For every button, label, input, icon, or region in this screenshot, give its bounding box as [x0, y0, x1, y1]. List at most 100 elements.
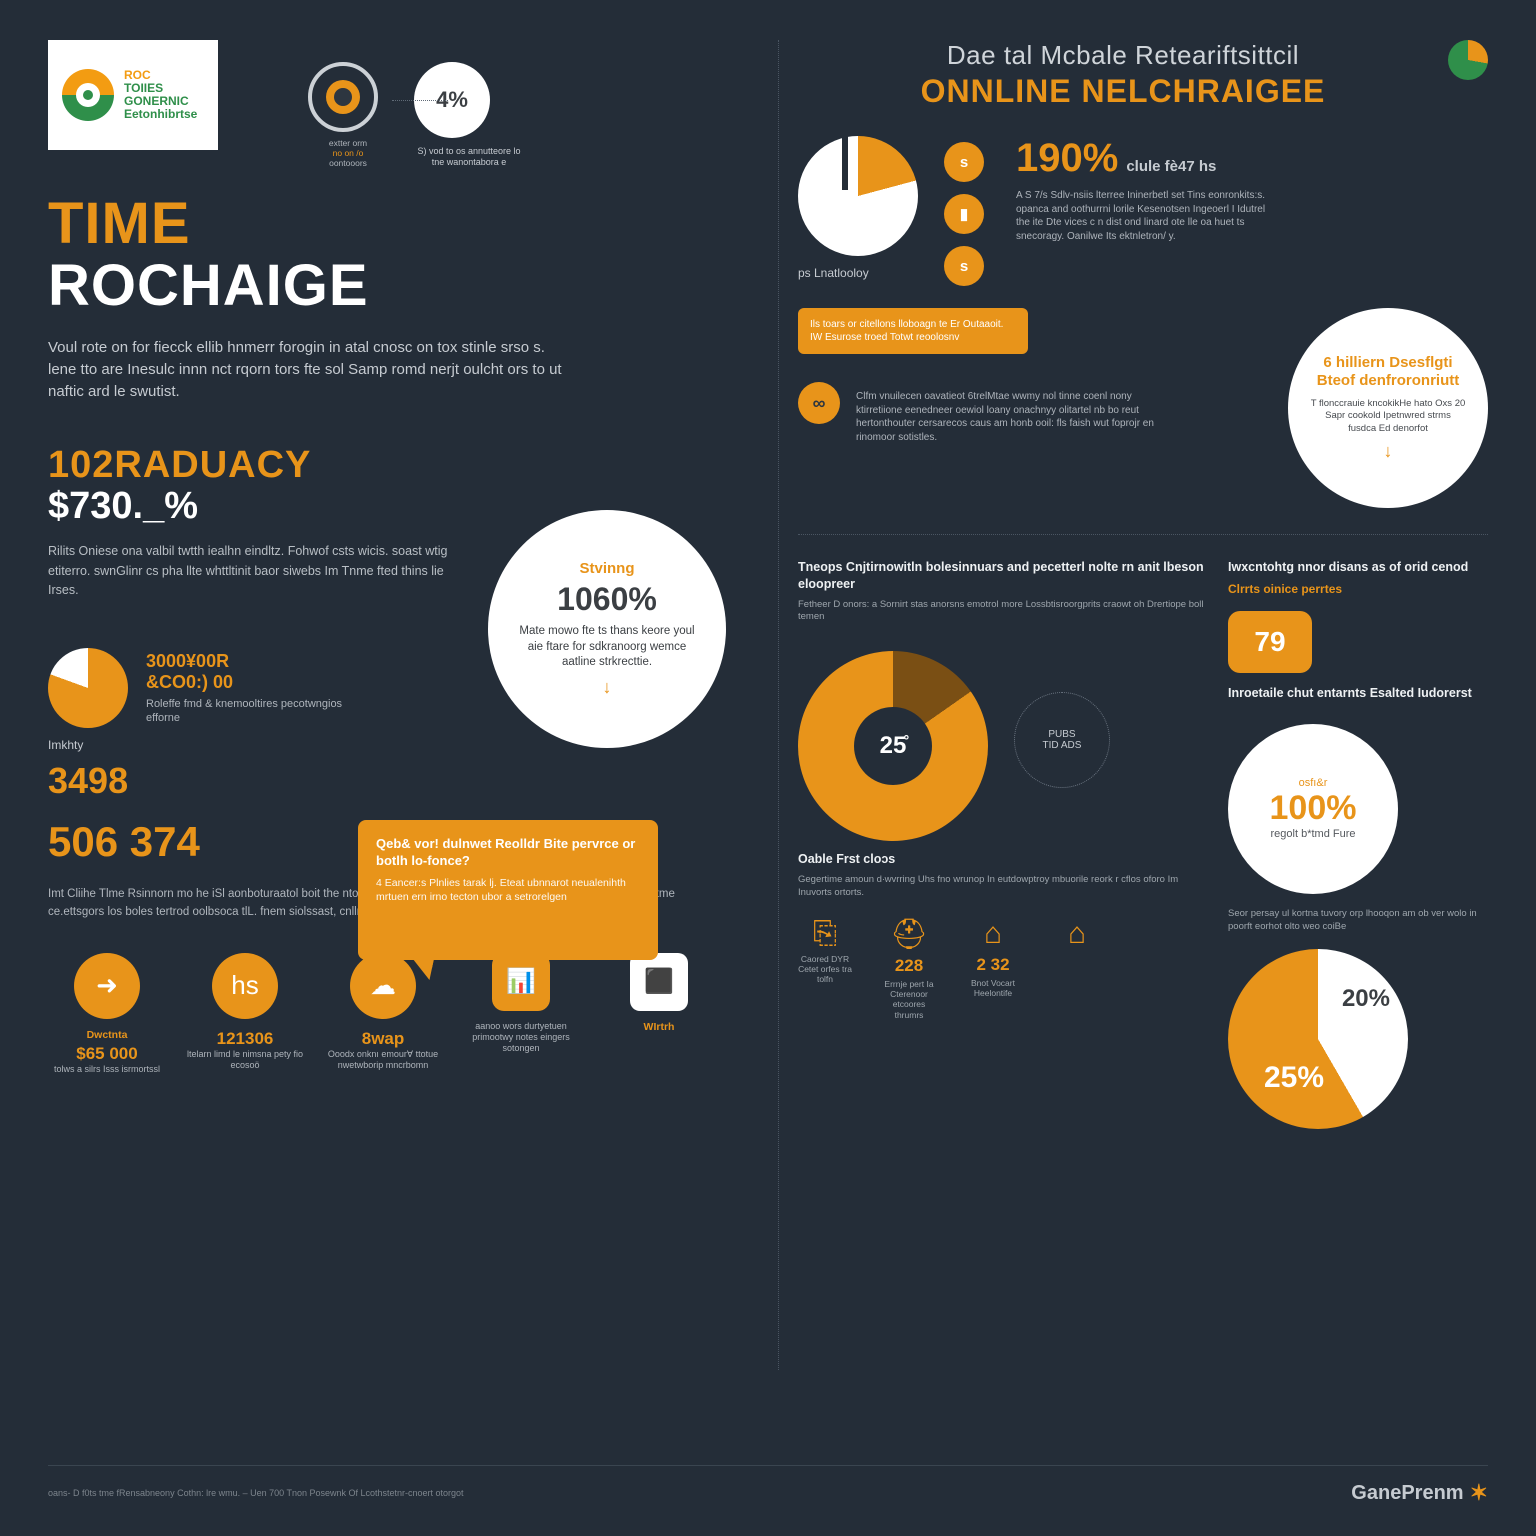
- dot-2: ▮: [944, 194, 984, 234]
- half-pie-chart: 20% 25%: [1228, 949, 1408, 1129]
- r-icon-3: ⌂ 2 32 Bnot Vocart Heelontife: [966, 917, 1020, 1020]
- speech-bubble: Qeb& vor! dulnwet Reolldr Bite pervrce o…: [358, 820, 658, 960]
- donut-chart-icon: 25̊: [798, 651, 988, 841]
- stat-3498: 3498: [48, 760, 718, 802]
- page-footer: oans- D f0ts tme fRensabneony Cothn: lre…: [48, 1465, 1488, 1506]
- column-divider: [778, 40, 779, 1370]
- card100-sub: regolt b*tmd Fure: [1271, 828, 1356, 841]
- header-stat-circles: extter orm no on /o oontooors 4% S) vod …: [308, 62, 524, 169]
- right-upper-heading: Iwxcntohtg nnor disans as of orid cenod: [1228, 559, 1488, 576]
- badge-79-caption: Inroetaile chut entarnts Esalted Iudorer…: [1228, 685, 1488, 702]
- house-icon: ⌂: [966, 917, 1020, 951]
- dotted-connector: [392, 100, 448, 101]
- big-stat-circle: Stvinng 1060% Mate mowo fte ts thans keo…: [488, 510, 726, 748]
- stat-190-para: A S 7/s Sdlv-nsiis lterree Ininerbetl se…: [1016, 189, 1276, 243]
- ring-caption: extter orm no on /o oontooors: [308, 138, 388, 169]
- title-line1: TIME: [48, 190, 718, 257]
- infinity-icon: ∞: [798, 382, 840, 424]
- badge-79: 79: [1228, 611, 1312, 673]
- pct-caption: S) vod to os annutteore lo tne wanontabo…: [414, 146, 524, 169]
- logo-line4: Eetonhibrtse: [124, 108, 197, 121]
- half-pie-bottom: 25%: [1264, 1061, 1324, 1095]
- big-circle-pct: 1060%: [557, 581, 657, 618]
- stat-190: 190%clule fè47 hs: [1016, 136, 1276, 181]
- arrow-down-icon: ↓: [603, 677, 612, 698]
- info-circle-heading: 6 hilliern Dsesflgti Bteof denfroronriut…: [1310, 354, 1466, 390]
- half-pie-top: 20%: [1342, 985, 1390, 1013]
- info-circle-para: T flonccrauie kncokikHe hato Oxs 20 Sapr…: [1310, 398, 1466, 435]
- footer-left-text: oans- D f0ts tme fRensabneony Cothn: lre…: [48, 1488, 464, 1498]
- icon-label: WIrtrh: [600, 1021, 718, 1033]
- right-upper-sub: Clrrts oinice perrtes: [1228, 582, 1488, 598]
- icon-cell-1: ➜ Dwctnta $65 000 tolws a silrs Isss isr…: [48, 953, 166, 1075]
- right-icon-row: ⎘ Caored DYR Cetet orfes tra tolfn ⛑ 228…: [798, 917, 1204, 1020]
- icon-label: Dwctnta: [48, 1029, 166, 1041]
- sec-mid-para: Fetheer D onors: a Sornirt stas anorsns …: [798, 599, 1204, 624]
- mini-pie-head-icon: [1448, 40, 1488, 80]
- logo-circle-icon: [62, 69, 114, 121]
- right-title-line2: ONNLINE NELCHRAIGEE: [798, 73, 1448, 110]
- icon-txt: Ooodx onknı emourⱯ ttotue nwetwborip mnc…: [324, 1049, 442, 1072]
- icon-cell-2: hs 121306 ltelarn limd le nimsna pety fi…: [186, 953, 304, 1072]
- r-icon-1: ⎘ Caored DYR Cetet orfes tra tolfn: [798, 917, 852, 1020]
- dot-list: s ▮ s: [944, 142, 984, 286]
- donut-caption: Oable Frst cloɔs: [798, 851, 1204, 868]
- chart-icon: 📊: [492, 953, 550, 1011]
- big-circle-body: Mate mowo fte ts thans keore youl aie ft…: [512, 624, 702, 671]
- r-icon-4: ⌂: [1050, 917, 1104, 1020]
- ring-icon: [308, 62, 378, 132]
- window-icon: ⎘: [798, 917, 852, 951]
- helmet-icon: ⛑: [882, 917, 936, 952]
- speech-body: 4 Eancer:s Plnlies tarak lj. Eteat ubnna…: [376, 876, 640, 904]
- icon-num: 121306: [186, 1029, 304, 1049]
- speech-heading: Qeb& vor! dulnwet Reolldr Bite pervrce o…: [376, 836, 640, 870]
- dotted-divider: [798, 534, 1488, 535]
- mini-n1: 3000¥00R: [146, 651, 346, 672]
- arrow-icon: ➜: [74, 953, 140, 1019]
- icon-stat-row: ➜ Dwctnta $65 000 tolws a silrs Isss isr…: [48, 953, 718, 1075]
- dot-1: s: [944, 142, 984, 182]
- pie-chart-icon: [798, 136, 918, 256]
- icon-txt: tolws a silrs Isss isrmortssl: [48, 1064, 166, 1075]
- chip-callout: Ils toars or citellons lloboagn te Er Ou…: [798, 308, 1028, 354]
- icon-txt: ltelarn limd le nimsna pety fio ecosoö: [186, 1049, 304, 1072]
- pie-caption: ps Lnatlooloy: [798, 266, 918, 280]
- star-icon: ✶: [1470, 1480, 1488, 1506]
- pub-ring: PUBS TID ADS: [1014, 692, 1110, 788]
- logo-line1: ROC: [124, 69, 197, 82]
- hs-icon: hs: [212, 953, 278, 1019]
- icon-num: 8wap: [324, 1029, 442, 1049]
- intro-paragraph: Voul rote on for fiecck ellib hnmerr for…: [48, 337, 568, 402]
- main-title: TIME ROCHAIGE Voul rote on for fiecck el…: [48, 190, 718, 402]
- arrow-down-icon: ↓: [1384, 441, 1393, 462]
- icon-num: $65 000: [48, 1044, 166, 1064]
- card100-top: osfı&r: [1299, 777, 1328, 789]
- pie-small-icon: [48, 648, 128, 728]
- card100-pct: 100%: [1270, 789, 1357, 828]
- brand-logo: ROC TOIIES GONERNIC Eetonhibrtse: [48, 40, 218, 150]
- right-title-line1: Dae tal Mcbale Reteariftsittcil: [798, 40, 1448, 71]
- icon-txt: aanoo wors durtyetuen primootwy notes ei…: [462, 1021, 580, 1055]
- footer-brand: GanePrenm ✶: [1351, 1480, 1488, 1506]
- icon-cell-4: 📊 aanoo wors durtyetuen primootwy notes …: [462, 953, 580, 1055]
- title-line2: ROCHAIGE: [48, 252, 718, 319]
- sec-mid: Tneops Cnjtirnowitln bolesinnuars and pe…: [798, 559, 1488, 1129]
- r-icon-2: ⛑ 228 Errnje pert Ia Cterenoor etcoores …: [882, 917, 936, 1020]
- cloud-icon: ☁: [350, 953, 416, 1019]
- dot-3: s: [944, 246, 984, 286]
- raduacy-heading: 102RADUACY: [48, 444, 718, 487]
- mini-n2: &CO0:) 00: [146, 672, 346, 693]
- house-icon: ⌂: [1050, 917, 1104, 951]
- right-top-row: ps Lnatlooloy s ▮ s 190%clule fè47 hs A …: [798, 136, 1488, 286]
- half-pie-caption: Seor persay ul kortna tuvory orp lhooqon…: [1228, 908, 1488, 933]
- big-circle-top: Stvinng: [580, 560, 635, 577]
- sec-mid-heading: Tneops Cnjtirnowitln bolesinnuars and pe…: [798, 559, 1204, 593]
- card-100: osfı&r 100% regolt b*tmd Fure: [1228, 724, 1398, 894]
- icon-cell-5: ⬛ WIrtrh: [600, 953, 718, 1036]
- info-circle: 6 hilliern Dsesflgti Bteof denfroronriut…: [1288, 308, 1488, 508]
- raduacy-para: Rilits Oniese ona valbil twtth iealhn ei…: [48, 542, 448, 600]
- square-icon: ⬛: [630, 953, 688, 1011]
- donut-center: 25̊: [798, 651, 988, 841]
- mid-left-para: Clfm vnuilecen oavatieot 6trelMtae wwmy …: [856, 390, 1156, 444]
- mini-cap: Roleffe fmd & knemooltires pecotwngios e…: [146, 697, 346, 726]
